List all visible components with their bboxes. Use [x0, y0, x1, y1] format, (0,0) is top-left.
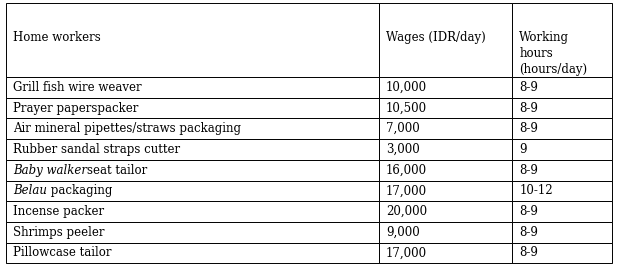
Bar	[512, 3, 612, 77]
Text: Grill fish wire weaver: Grill fish wire weaver	[14, 81, 142, 94]
Text: 8-9: 8-9	[519, 226, 538, 239]
Bar	[512, 243, 612, 263]
Text: Home workers: Home workers	[14, 31, 101, 44]
Text: Working
hours
(hours/day): Working hours (hours/day)	[519, 31, 587, 76]
Bar	[379, 3, 512, 77]
Text: 10,000: 10,000	[386, 81, 427, 94]
Bar	[6, 201, 379, 222]
Bar	[379, 77, 512, 98]
Text: Incense packer: Incense packer	[14, 205, 104, 218]
Bar	[6, 139, 379, 160]
Bar	[6, 118, 379, 139]
Text: Belau: Belau	[14, 184, 48, 197]
Bar	[512, 160, 612, 181]
Bar	[6, 222, 379, 243]
Text: 7,000: 7,000	[386, 122, 420, 135]
Bar	[379, 222, 512, 243]
Bar	[6, 77, 379, 98]
Text: seat tailor: seat tailor	[88, 164, 148, 177]
Bar	[379, 181, 512, 201]
Text: Shrimps peeler: Shrimps peeler	[14, 226, 105, 239]
Text: Baby walker: Baby walker	[14, 164, 88, 177]
Bar	[512, 98, 612, 118]
Bar	[512, 77, 612, 98]
Bar	[379, 139, 512, 160]
Bar	[6, 98, 379, 118]
Bar	[379, 98, 512, 118]
Text: 8-9: 8-9	[519, 122, 538, 135]
Bar	[379, 118, 512, 139]
Text: Rubber sandal straps cutter: Rubber sandal straps cutter	[14, 143, 180, 156]
Text: packaging: packaging	[48, 184, 113, 197]
Bar	[6, 181, 379, 201]
Text: Prayer paperspacker: Prayer paperspacker	[14, 102, 139, 115]
Bar	[379, 201, 512, 222]
Text: Air mineral pipettes/straws packaging: Air mineral pipettes/straws packaging	[14, 122, 242, 135]
Text: 8-9: 8-9	[519, 102, 538, 115]
Text: 16,000: 16,000	[386, 164, 427, 177]
Bar	[512, 139, 612, 160]
Text: 10,500: 10,500	[386, 102, 427, 115]
Text: 17,000: 17,000	[386, 184, 427, 197]
Bar	[379, 243, 512, 263]
Text: 17,000: 17,000	[386, 247, 427, 260]
Text: 10-12: 10-12	[519, 184, 552, 197]
Bar	[512, 222, 612, 243]
Text: 8-9: 8-9	[519, 164, 538, 177]
Bar	[6, 3, 379, 77]
Bar	[6, 243, 379, 263]
Text: 9: 9	[519, 143, 527, 156]
Text: 8-9: 8-9	[519, 81, 538, 94]
Bar	[512, 118, 612, 139]
Text: 8-9: 8-9	[519, 247, 538, 260]
Text: 8-9: 8-9	[519, 205, 538, 218]
Text: 9,000: 9,000	[386, 226, 420, 239]
Text: Pillowcase tailor: Pillowcase tailor	[14, 247, 112, 260]
Text: Wages (IDR/day): Wages (IDR/day)	[386, 31, 486, 44]
Bar	[512, 181, 612, 201]
Bar	[6, 160, 379, 181]
Text: 3,000: 3,000	[386, 143, 420, 156]
Text: 20,000: 20,000	[386, 205, 427, 218]
Bar	[379, 160, 512, 181]
Bar	[512, 201, 612, 222]
